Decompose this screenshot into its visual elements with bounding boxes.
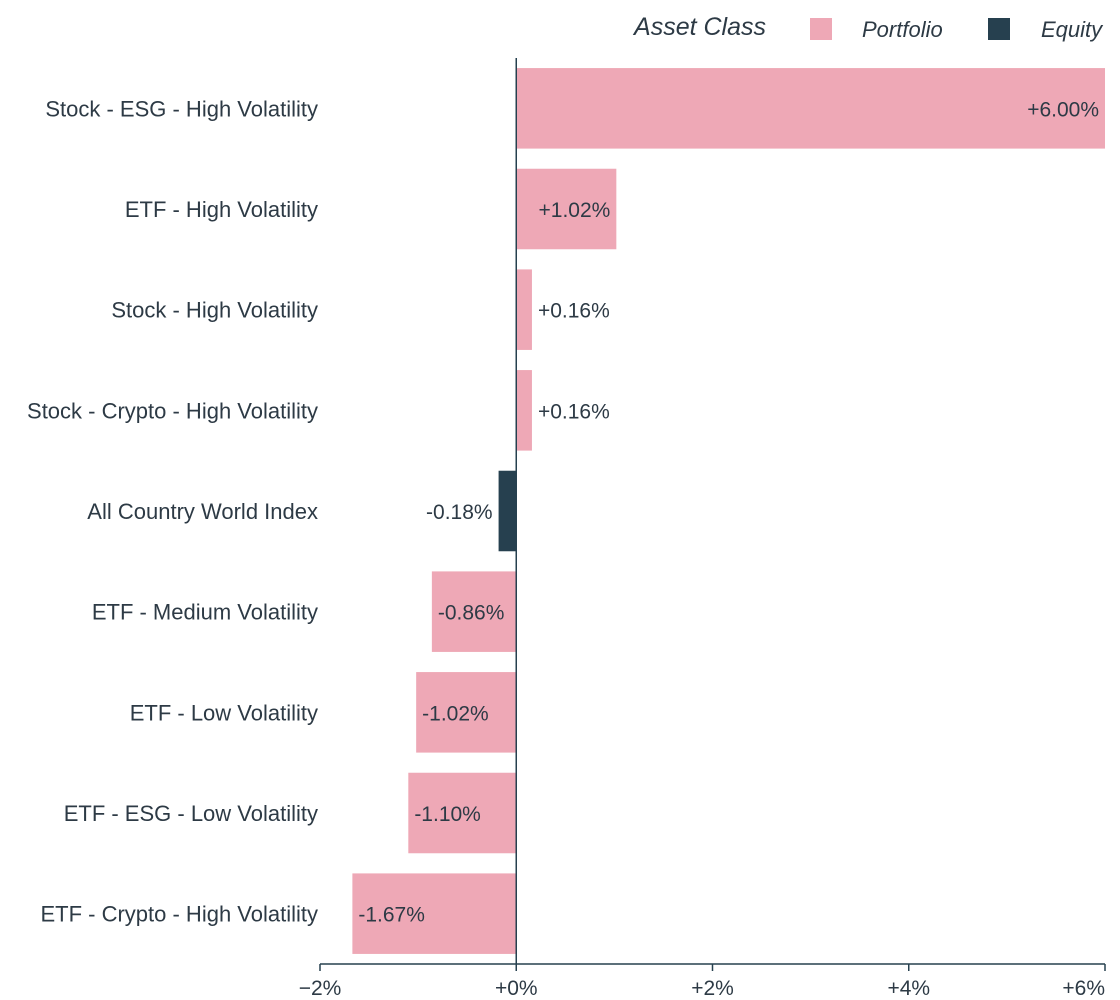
data-label: +0.16% bbox=[538, 300, 610, 323]
bar bbox=[408, 772, 517, 854]
data-label: -1.67% bbox=[358, 904, 425, 927]
bar bbox=[352, 873, 517, 954]
data-label: -1.02% bbox=[422, 702, 489, 725]
data-label: -0.86% bbox=[438, 602, 505, 625]
data-label: -1.10% bbox=[414, 803, 481, 826]
x-tick-label: +2% bbox=[691, 977, 734, 1000]
category-label: Stock - High Volatility bbox=[111, 298, 318, 323]
bar bbox=[516, 68, 1105, 149]
category-label: Stock - Crypto - High Volatility bbox=[27, 398, 318, 423]
bar bbox=[431, 571, 517, 652]
legend-swatch-equity bbox=[988, 18, 1010, 40]
bars-layer bbox=[352, 68, 1105, 954]
x-tick-label: +4% bbox=[887, 977, 930, 1000]
legend-label-portfolio: Portfolio bbox=[862, 17, 943, 42]
legend: Asset Class Portfolio Equity bbox=[632, 13, 1104, 42]
data-label: +1.02% bbox=[539, 199, 611, 222]
category-label: ETF - High Volatility bbox=[125, 197, 318, 222]
category-label: ETF - Medium Volatility bbox=[92, 600, 318, 625]
bar bbox=[516, 168, 617, 250]
data-label: +0.16% bbox=[538, 400, 610, 423]
data-labels: +6.00% +1.02% +0.16% +0.16% -0.18% -0.86% -1.0… bbox=[358, 98, 1099, 926]
category-labels: Stock - ESG - High Volatility ETF - High … bbox=[27, 96, 318, 926]
data-label: -0.18% bbox=[426, 501, 493, 524]
legend-title: Asset Class bbox=[632, 13, 766, 41]
bar bbox=[498, 470, 517, 552]
data-label: +6.00% bbox=[1027, 98, 1099, 121]
bar bbox=[516, 269, 532, 350]
category-label: All Country World Index bbox=[87, 499, 318, 524]
x-tick-label: −2% bbox=[299, 977, 342, 1000]
category-label: Stock - ESG - High Volatility bbox=[45, 96, 318, 121]
category-label: ETF - Crypto - High Volatility bbox=[40, 902, 318, 927]
legend-label-equity: Equity bbox=[1041, 17, 1104, 42]
x-tick-label: +0% bbox=[495, 977, 538, 1000]
category-label: ETF - ESG - Low Volatility bbox=[64, 801, 318, 826]
x-tick-label: +6% bbox=[1062, 977, 1105, 1000]
bar bbox=[416, 672, 517, 753]
x-axis-ticks: −2% +0% +2% +4% +6% bbox=[299, 964, 1106, 1000]
bar bbox=[516, 370, 532, 451]
category-label: ETF - Low Volatility bbox=[130, 700, 318, 725]
legend-swatch-portfolio bbox=[810, 18, 832, 40]
